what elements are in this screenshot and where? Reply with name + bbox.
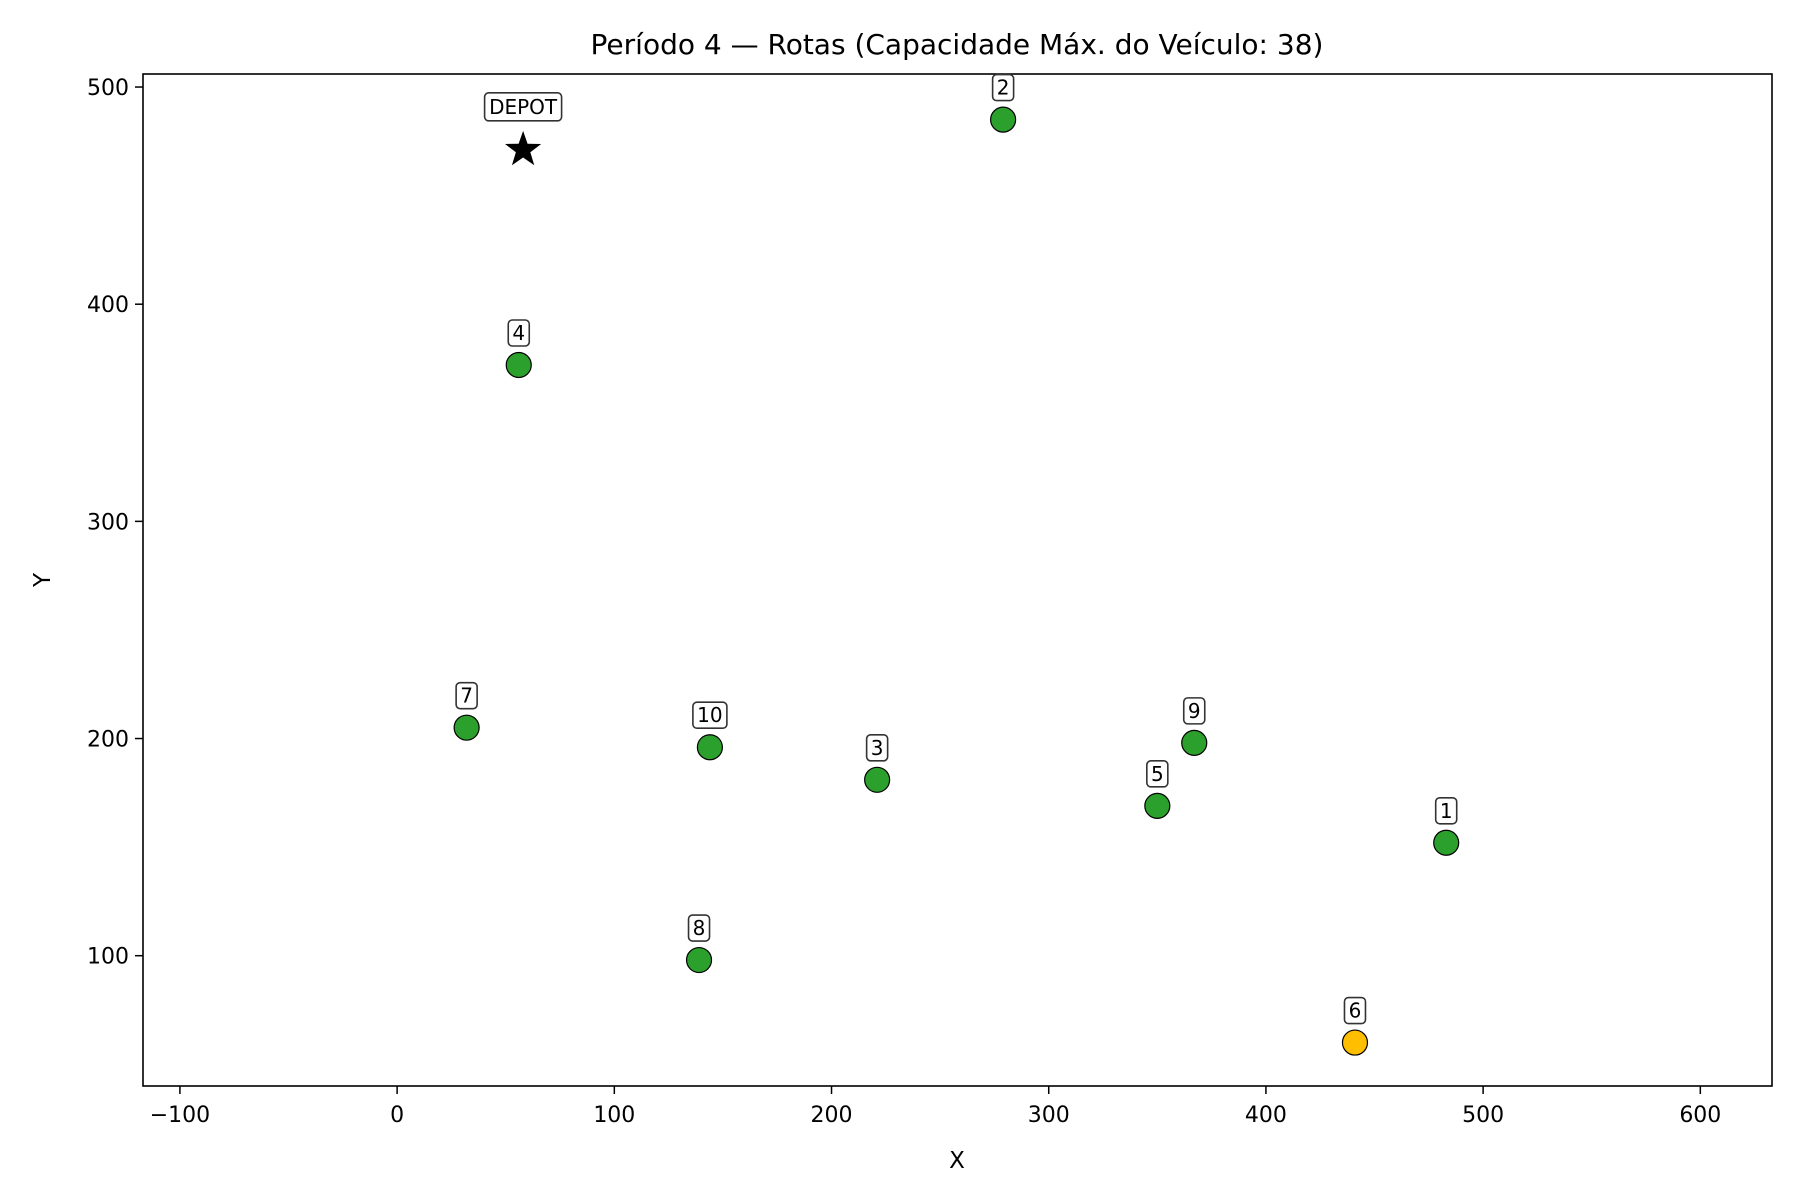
customer-node: 10: [692, 701, 728, 761]
depot-label: DEPOT: [489, 95, 558, 119]
customer-point: [685, 946, 713, 974]
customer-label: 3: [871, 736, 884, 760]
customer-point: [1181, 729, 1208, 756]
depot-star-icon: [505, 130, 542, 166]
x-tick-label: −100: [150, 1103, 210, 1128]
customer-label: 2: [997, 76, 1010, 100]
x-tick-label: 400: [1245, 1103, 1287, 1128]
depot-group: DEPOT: [483, 92, 563, 166]
customer-label-box: [687, 914, 711, 942]
chart-title: Período 4 — Rotas (Capacidade Máx. do Ve…: [591, 28, 1324, 61]
customer-label: 8: [693, 916, 706, 940]
customer-label-box: [865, 733, 889, 762]
customer-node: 5: [1144, 760, 1171, 819]
y-tick-label: 300: [87, 510, 129, 535]
customer-label: 4: [512, 321, 525, 345]
x-tick-label: 0: [390, 1103, 404, 1128]
customer-node: 2: [990, 73, 1017, 133]
x-axis-label: X: [949, 1148, 965, 1174]
plot-frame: [142, 73, 1773, 1087]
customer-label: 6: [1349, 999, 1362, 1023]
customer-label-box: [507, 319, 531, 347]
x-tick-label: 200: [811, 1103, 853, 1128]
y-tick-label: 500: [87, 76, 129, 101]
customer-label-box: [1146, 760, 1169, 788]
customer-node: 1: [1433, 796, 1460, 856]
customer-point: [1433, 829, 1460, 856]
y-axis-label: Y: [30, 572, 56, 588]
customer-node: 9: [1181, 697, 1208, 756]
x-tick-label: 300: [1028, 1103, 1070, 1128]
customer-label-box: [1343, 996, 1367, 1025]
customer-point: [1144, 792, 1171, 819]
customer-label-box: [455, 681, 478, 710]
customer-node: 6: [1341, 996, 1369, 1056]
customer-label: 5: [1151, 762, 1164, 786]
customer-point: [990, 106, 1017, 133]
customer-node: 4: [505, 319, 532, 379]
x-tick-label: 100: [593, 1103, 635, 1128]
customer-label-box: [1434, 796, 1458, 825]
y-tick-label: 400: [87, 293, 129, 318]
customer-point: [864, 766, 891, 793]
customer-node: 8: [685, 914, 713, 974]
customer-point: [453, 714, 480, 741]
depot-label-box: [483, 92, 563, 122]
customer-label-box: [991, 73, 1015, 102]
customer-label: 1: [1440, 799, 1453, 823]
customer-label: 9: [1188, 699, 1201, 723]
data-points: 1 2 3 4 5 6 7 8 9 10: [453, 73, 1460, 1056]
y-tick-label: 100: [87, 945, 129, 970]
customer-node: 7: [453, 681, 480, 741]
customer-label: 10: [697, 703, 722, 727]
x-axis-ticks: −100 0 100 200 300 400 500 600: [150, 1086, 1721, 1128]
x-tick-label: 600: [1679, 1103, 1721, 1128]
y-tick-label: 200: [87, 728, 129, 753]
x-tick-label: 500: [1462, 1103, 1504, 1128]
customer-node: 3: [864, 733, 891, 793]
customer-label: 7: [460, 684, 473, 708]
customer-point: [505, 351, 532, 379]
customer-label-box: [692, 701, 728, 730]
customer-point: [1341, 1029, 1369, 1056]
y-axis-ticks: 100 200 300 400 500: [87, 76, 143, 970]
customer-label-box: [1182, 697, 1206, 725]
customer-point: [696, 734, 723, 761]
